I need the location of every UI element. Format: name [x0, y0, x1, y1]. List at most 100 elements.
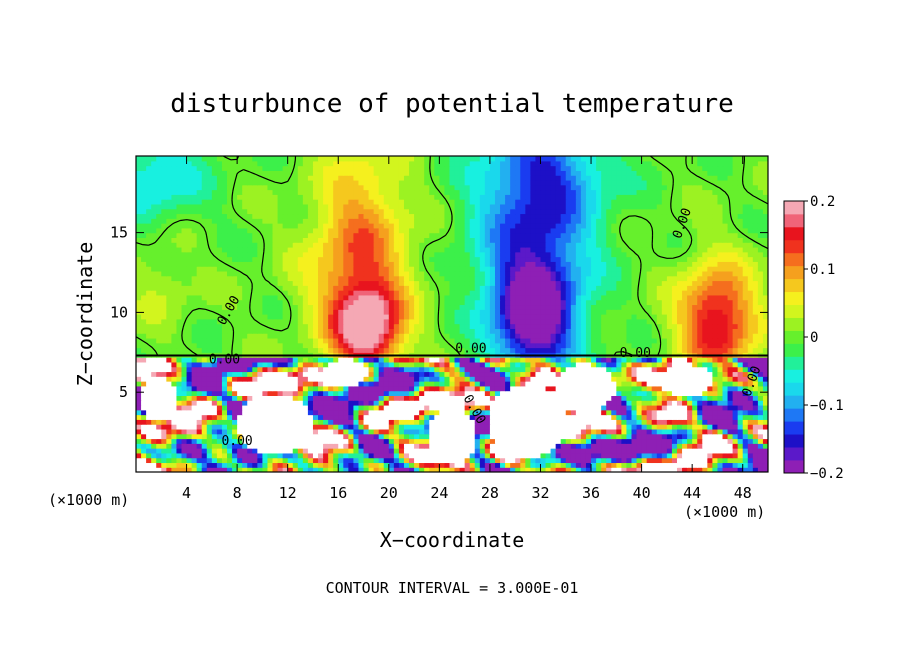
heatmap-cell: [479, 290, 486, 296]
heatmap-cell: [312, 290, 319, 296]
heatmap-cell: [348, 342, 355, 349]
heatmap-cell: [368, 290, 375, 296]
heatmap-cell: [671, 404, 678, 411]
heatmap-cell: [722, 419, 729, 425]
heatmap-cell: [631, 304, 638, 310]
heatmap-cell: [692, 347, 698, 353]
heatmap-cell: [757, 328, 764, 334]
heatmap-cell: [520, 361, 526, 368]
heatmap-cell: [312, 280, 319, 286]
heatmap-cell: [560, 285, 567, 291]
heatmap-cell: [540, 304, 547, 310]
heatmap-cell: [687, 452, 693, 459]
heatmap-cell: [429, 395, 435, 401]
heatmap-cell: [651, 304, 658, 310]
heatmap-cell: [136, 333, 142, 339]
heatmap-cell: [358, 395, 365, 401]
heatmap-cell: [641, 433, 648, 440]
heatmap-cell: [449, 328, 456, 334]
heatmap-cell: [297, 361, 304, 368]
heatmap-cell: [338, 347, 344, 353]
heatmap-cell: [297, 304, 304, 310]
heatmap-cell: [540, 357, 547, 363]
heatmap-cell: [484, 314, 491, 320]
heatmap-cell: [762, 328, 768, 334]
heatmap-cell: [575, 347, 582, 353]
heatmap-cell: [560, 467, 567, 472]
heatmap-cell: [515, 342, 521, 349]
heatmap-cell: [196, 314, 203, 320]
heatmap-cell: [474, 294, 481, 301]
heatmap-cell: [247, 424, 253, 430]
heatmap-cell: [398, 294, 405, 301]
heatmap-cell: [307, 409, 314, 416]
heatmap-cell: [742, 376, 749, 382]
heatmap-cell: [494, 409, 501, 416]
heatmap-cell: [201, 366, 208, 373]
heatmap-cell: [646, 385, 653, 392]
heatmap-cell: [717, 395, 724, 401]
heatmap-cell: [398, 433, 405, 440]
heatmap-cell: [525, 419, 531, 425]
heatmap-cell: [388, 285, 395, 291]
heatmap-cell: [530, 457, 537, 464]
heatmap-cell: [570, 424, 577, 430]
heatmap-cell: [333, 333, 339, 339]
heatmap-cell: [176, 309, 183, 315]
heatmap-cell: [752, 419, 759, 425]
heatmap-cell: [687, 290, 693, 296]
heatmap-cell: [494, 433, 501, 440]
heatmap-cell: [338, 299, 344, 306]
heatmap-cell: [717, 299, 724, 306]
heatmap-cell: [742, 462, 749, 468]
heatmap-cell: [136, 448, 142, 454]
heatmap-cell: [166, 409, 172, 416]
heatmap-cell: [292, 385, 299, 392]
heatmap-cell: [621, 318, 628, 325]
heatmap-cell: [363, 457, 370, 464]
heatmap-cell: [712, 318, 719, 325]
heatmap-cell: [752, 290, 759, 296]
heatmap-cell: [277, 419, 284, 425]
heatmap-cell: [459, 314, 466, 320]
heatmap-cell: [575, 309, 582, 315]
heatmap-cell: [348, 428, 355, 435]
heatmap-cell: [206, 404, 213, 411]
heatmap-cell: [343, 390, 349, 396]
heatmap-cell: [388, 433, 395, 440]
heatmap-cell: [156, 299, 162, 306]
heatmap-cell: [232, 404, 238, 411]
heatmap-cell: [343, 404, 349, 411]
heatmap-cell: [575, 290, 582, 296]
heatmap-cell: [656, 462, 663, 468]
heatmap-cell: [424, 428, 430, 435]
heatmap-cell: [676, 443, 683, 449]
heatmap-cell: [161, 314, 167, 320]
heatmap-cell: [136, 443, 142, 449]
heatmap-cell: [257, 342, 263, 349]
heatmap-cell: [525, 342, 531, 349]
heatmap-cell: [545, 333, 552, 339]
heatmap-cell: [545, 328, 552, 334]
heatmap-cell: [636, 347, 643, 353]
heatmap-cell: [742, 299, 749, 306]
heatmap-cell: [454, 342, 461, 349]
heatmap-cell: [221, 395, 228, 401]
heatmap-cell: [641, 333, 648, 339]
heatmap-cell: [702, 371, 708, 377]
heatmap-cell: [484, 390, 491, 396]
heatmap-cell: [318, 381, 324, 387]
heatmap-cell: [591, 448, 597, 454]
heatmap-cell: [398, 428, 405, 435]
heatmap-cell: [449, 433, 456, 440]
heatmap-cell: [378, 433, 385, 440]
heatmap-cell: [343, 361, 349, 368]
heatmap-cell: [201, 457, 208, 464]
heatmap-cell: [707, 428, 713, 435]
heatmap-cell: [479, 443, 486, 449]
heatmap-cell: [570, 385, 577, 392]
heatmap-cell: [601, 342, 607, 349]
heatmap-cell: [333, 328, 339, 334]
heatmap-cell: [409, 409, 415, 416]
heatmap-cell: [156, 280, 162, 286]
